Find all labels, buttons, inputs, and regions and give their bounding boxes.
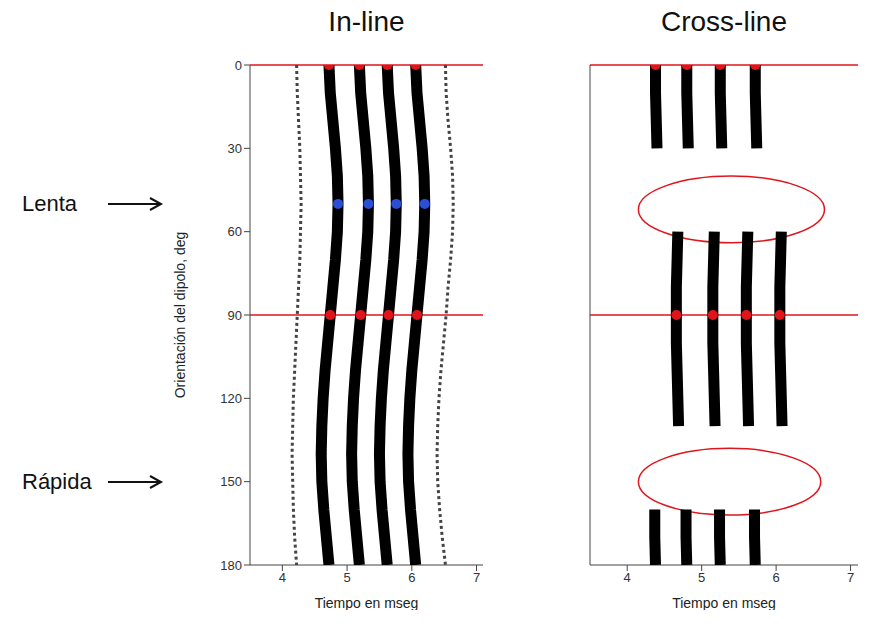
svg-text:4: 4	[279, 570, 286, 585]
svg-text:180: 180	[220, 558, 242, 573]
svg-text:5: 5	[343, 570, 350, 585]
html-text:In-line: In-line	[328, 6, 405, 37]
svg-text:6: 6	[408, 570, 415, 585]
svg-text:6: 6	[772, 570, 779, 585]
svg-text:90: 90	[228, 308, 242, 323]
html-text:Cross-line: Cross-line	[661, 6, 787, 37]
svg-text:Orientación del dipolo, deg: Orientación del dipolo, deg	[172, 232, 188, 399]
html-text:Lenta: Lenta	[22, 190, 78, 216]
svg-text:7: 7	[473, 570, 480, 585]
svg-text:5: 5	[698, 570, 705, 585]
svg-text:Tiempo en mseg: Tiempo en mseg	[315, 595, 419, 610]
svg-text:60: 60	[228, 224, 242, 239]
svg-text:150: 150	[220, 474, 242, 489]
svg-text:30: 30	[228, 141, 242, 156]
svg-text:4: 4	[624, 570, 631, 585]
svg-text:Tiempo en mseg: Tiempo en mseg	[672, 595, 776, 610]
svg-text:120: 120	[220, 391, 242, 406]
html-text:Rápida: Rápida	[22, 468, 92, 494]
svg-text:7: 7	[847, 570, 854, 585]
svg-text:0: 0	[235, 58, 242, 73]
